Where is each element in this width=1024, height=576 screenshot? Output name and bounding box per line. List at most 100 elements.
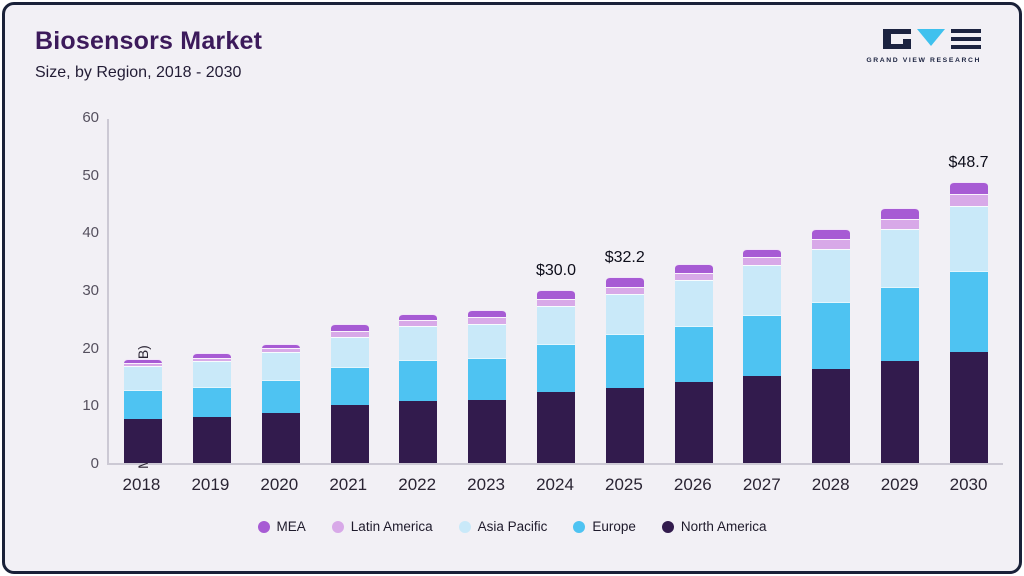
x-axis-tick-label: 2029: [880, 475, 919, 494]
chart-subtitle: Size, by Region, 2018 - 2030: [35, 64, 242, 81]
y-tick-label: 10: [82, 397, 99, 415]
bar-segment: [399, 401, 438, 463]
stacked-bar: [949, 182, 988, 463]
legend-label: MEA: [276, 519, 306, 534]
legend-dot-icon: [257, 520, 270, 533]
x-axis-labels: 2018 2019 2020 2021 2022 2023 2024 2025 2026 2027…: [107, 475, 1003, 495]
bar-segment: [261, 343, 300, 349]
bar-segment: [949, 194, 988, 207]
bar-segment: [330, 330, 369, 337]
x-axis-tick-label: 2020: [260, 475, 299, 494]
bar-segment: [399, 360, 438, 402]
bar-segment: [674, 264, 713, 273]
bar-segment: [674, 381, 713, 463]
brand-logo-text: GRAND VIEW RESEARCH: [866, 57, 981, 64]
legend-item: MEA: [257, 519, 306, 534]
bar-segment: [124, 362, 163, 366]
y-tick-label: 30: [82, 282, 99, 299]
bar-segment: [399, 325, 438, 361]
bars-container: $30.0 $32.2 $48.7: [109, 119, 1003, 463]
bar-segment: [330, 367, 369, 406]
x-axis-tick-label: 2019: [191, 475, 230, 494]
bar-segment: [880, 228, 919, 288]
bar-segment: [880, 360, 919, 463]
bar-segment: [674, 272, 713, 281]
stacked-bar: [743, 248, 782, 463]
x-axis-tick-label: 2022: [398, 475, 437, 494]
bar-slot: [109, 119, 178, 463]
legend-item: Latin America: [331, 519, 433, 534]
bar-segment: [536, 290, 575, 299]
page-title: Biosensors Market: [35, 27, 263, 55]
bar-slot: [384, 119, 453, 463]
bar-slot: [247, 119, 316, 463]
bar-slot: [315, 119, 384, 463]
bar-segment: [124, 419, 163, 463]
bar-segment: [605, 388, 644, 463]
bar-slot: [659, 119, 728, 463]
bar-segment: [743, 248, 782, 257]
bar-segment: [949, 206, 988, 271]
y-tick-label: 40: [82, 224, 99, 242]
bar-segment: [674, 280, 713, 326]
legend-dot-icon: [331, 520, 344, 533]
brand-logo: GRAND VIEW RESEARCH: [866, 29, 981, 64]
bar-segment: [124, 389, 163, 420]
bar-segment: [536, 298, 575, 307]
bar-segment: [468, 324, 507, 359]
bar-segment: [812, 239, 851, 249]
bar-segment: [536, 306, 575, 344]
y-tick-label: 50: [82, 166, 99, 184]
bar-segment: [743, 256, 782, 266]
chart-legend: MEA Latin America Asia Pacific Europe North …: [5, 519, 1019, 534]
bar-segment: [949, 351, 988, 463]
plot-area: Market Size (US$B) $30.0$32.2$48.7 01020…: [82, 109, 1003, 472]
bar-segment: [124, 365, 163, 390]
legend-item: Asia Pacific: [458, 519, 548, 534]
bar-slot: [178, 119, 247, 463]
bar-segment: [743, 375, 782, 463]
bar-segment: [193, 360, 232, 387]
bar-segment: [399, 314, 438, 320]
legend-label: Europe: [592, 519, 636, 534]
bar-slot: [453, 119, 522, 463]
bar-slot: [797, 119, 866, 463]
bar-segment: [880, 219, 919, 229]
bar-segment: [812, 248, 851, 302]
bar-value-label: $32.2: [604, 249, 645, 267]
bar-segment: [468, 358, 507, 401]
bar-segment: [812, 369, 851, 463]
grand-view-research-logo-icon: [883, 29, 981, 49]
x-axis-tick-label: 2028: [811, 475, 850, 494]
x-axis-tick-label: 2025: [605, 475, 643, 494]
legend-dot-icon: [573, 520, 586, 533]
legend-label: Asia Pacific: [477, 519, 548, 534]
bar-segment: [468, 317, 507, 325]
x-axis-tick-label: 2024: [536, 475, 574, 494]
bar-segment: [468, 400, 507, 463]
legend-label: North America: [680, 519, 767, 534]
bar-segment: [812, 301, 851, 370]
legend-dot-icon: [458, 520, 471, 533]
stacked-bar: [536, 290, 575, 463]
bar-segment: [468, 310, 507, 318]
bar-value-label: $30.0: [535, 262, 576, 279]
bar-segment: [193, 357, 232, 361]
bar-segment: [949, 271, 988, 352]
bar-slot: $30.0: [522, 119, 591, 463]
bar-segment: [193, 353, 232, 358]
bar-segment: [330, 336, 369, 368]
bar-segment: [880, 208, 919, 220]
bar-segment: [743, 314, 782, 376]
bar-segment: [193, 386, 232, 418]
bar-segment: [261, 348, 300, 352]
bar-segment: [743, 265, 782, 315]
x-axis-tick-label: 2027: [742, 475, 781, 494]
y-tick-label: 60: [82, 109, 99, 126]
legend-label: Latin America: [350, 519, 433, 534]
stacked-bar: [605, 277, 644, 463]
legend-dot-icon: [661, 520, 674, 533]
bar-segment: [124, 359, 163, 363]
x-axis-tick-label: 2021: [329, 475, 368, 494]
